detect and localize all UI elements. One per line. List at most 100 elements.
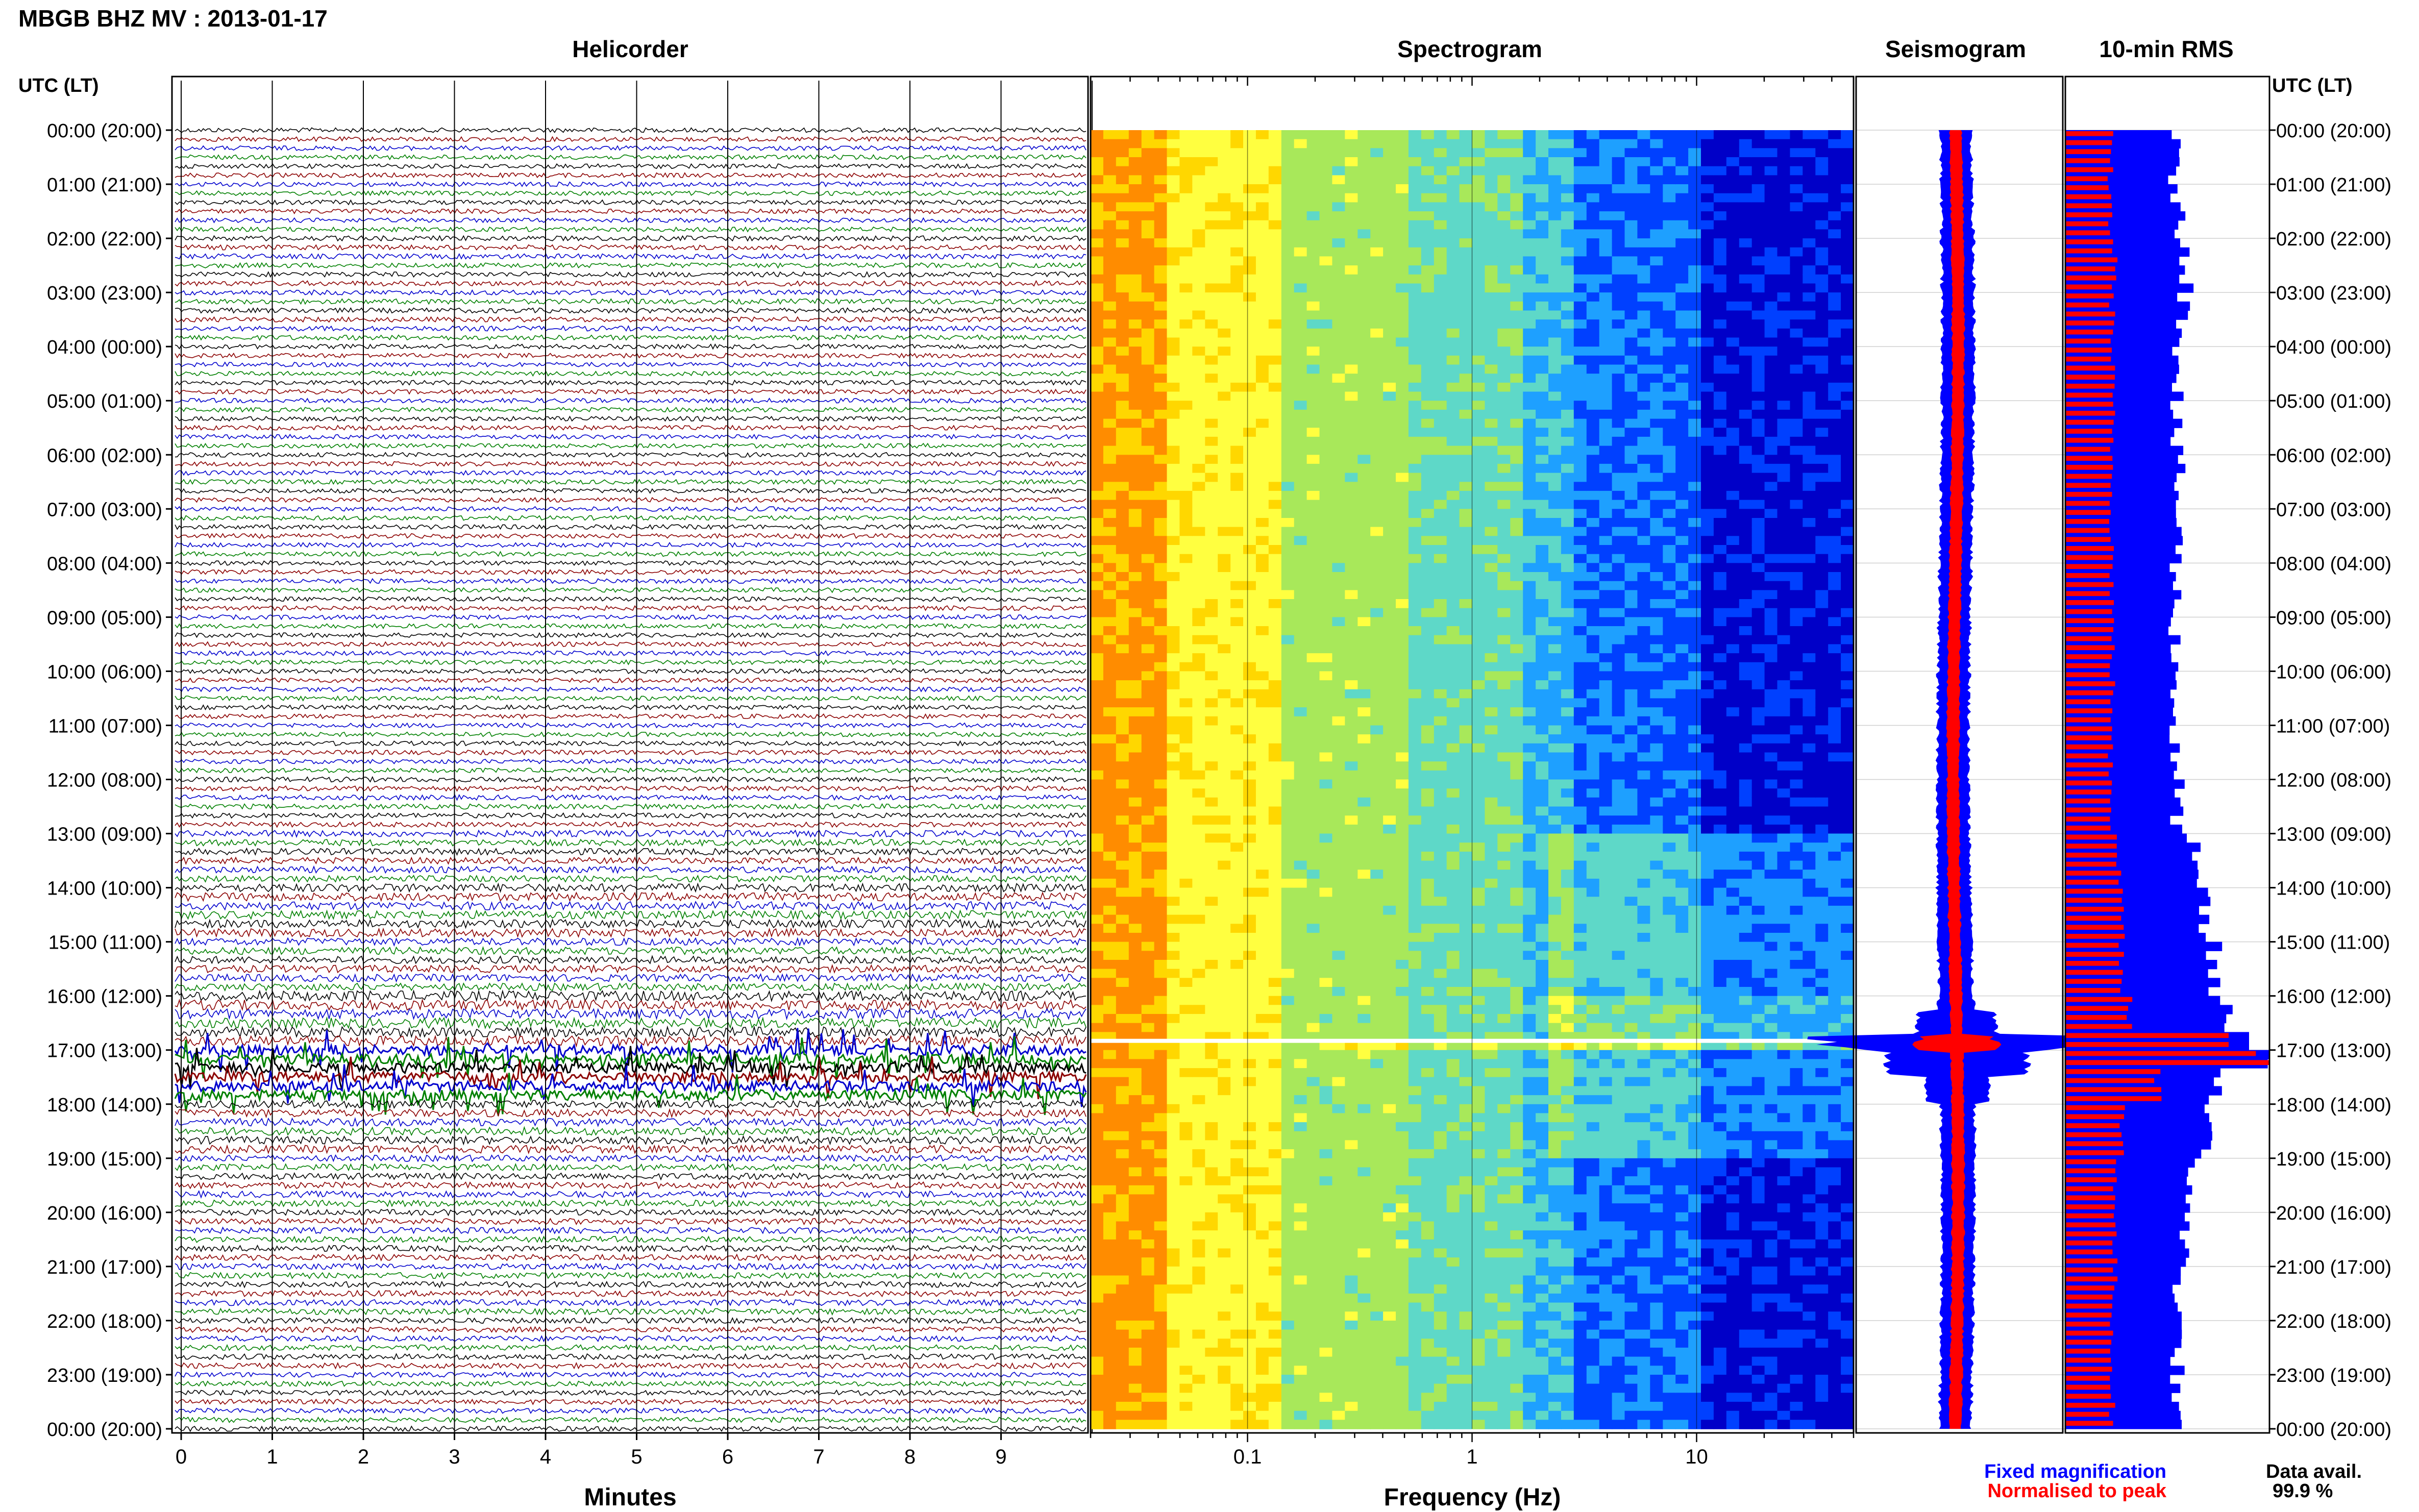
spectrogram-cell [1091,337,1104,347]
spectrogram-cell [1167,1131,1180,1141]
spectrogram-cell [1434,599,1447,609]
spectrogram-cell [1205,1086,1218,1096]
spectrogram-cell [1446,1095,1460,1105]
spectrogram-cell [1319,193,1333,203]
spectrogram-cell [1192,509,1205,518]
spectrogram-cell [1091,346,1104,356]
spectrogram-cell [1281,1402,1295,1411]
spectrogram-cell [1116,374,1129,383]
spectrogram-cell [1459,1167,1473,1177]
spectrogram-cell [1497,409,1511,419]
spectrogram-cell [1255,716,1269,726]
helicorder-trace [175,758,1087,765]
spectrogram-cell [1306,428,1320,437]
spectrogram-cell [1370,1095,1384,1105]
spectrogram-cell [1294,842,1307,852]
spectrogram-cell [1243,1113,1256,1123]
spectrogram-cell [1459,572,1473,582]
spectrogram-cell [1141,1095,1155,1105]
spectrogram-cell [1497,897,1511,906]
spectrogram-cell [1268,914,1282,925]
spectrogram-cell [1294,572,1307,582]
spectrogram-cell [1128,770,1142,780]
spectrogram-cell [1345,897,1358,906]
spectrogram-cell [1306,1194,1320,1204]
spectrogram-cell [1192,743,1205,753]
spectrogram-cell [1383,401,1396,410]
spectrogram-cell [1294,545,1307,555]
spectrogram-cell [1434,157,1447,167]
spectrogram-cell [1281,1176,1295,1186]
spectrogram-cell [1396,698,1409,708]
spectrogram-cell [1141,996,1155,1006]
spectrogram-cell [1446,527,1460,537]
spectrogram-cell [1497,157,1511,167]
spectrogram-cell [1408,1176,1422,1186]
spectrogram-cell [1306,1113,1320,1123]
spectrogram-cell [1434,725,1447,735]
spectrogram-cell [1408,1095,1422,1105]
spectrogram-cell [1116,139,1129,149]
spectrogram-cell [1116,608,1129,618]
spectrogram-cell [1268,265,1282,275]
spectrogram-cell [1268,193,1282,203]
spectrogram-cell [1510,310,1523,320]
helicorder-trace [175,1244,1087,1253]
spectrogram-cell [1472,175,1486,185]
spectrogram-cell [1128,590,1142,600]
spectrogram-cell [1497,1383,1511,1394]
spectrogram-cell [1128,671,1142,681]
spectrogram-cell [1408,887,1422,898]
spectrogram-cell [1446,626,1460,636]
spectrogram-cell [1434,1131,1447,1141]
spectrogram-cell [1154,500,1168,510]
spectrogram-cell [1218,689,1231,699]
spectrogram-cell [1421,1302,1435,1312]
spectrogram-cell [1383,247,1396,257]
spectrogram-cell [1459,328,1473,338]
spectrogram-cell [1345,229,1358,239]
spectrogram-cell [1218,428,1231,437]
spectrogram-cell [1091,1068,1104,1078]
spectrogram-cell [1485,301,1498,311]
spectrogram-cell [1281,1041,1295,1051]
spectrogram-cell [1243,428,1256,437]
spectrogram-cell [1218,401,1231,410]
spectrogram-cell [1192,355,1205,365]
spectrogram-cell [1192,1104,1205,1114]
spectrogram-cell [1192,806,1205,816]
spectrogram-cell [1345,1104,1358,1114]
spectrogram-cell [1306,328,1320,338]
spectrogram-cell [1128,680,1142,690]
spectrogram-cell [1446,148,1460,158]
helicorder-trace [175,803,1087,810]
spectrogram-cell [1370,1212,1384,1222]
helicorder-trace [175,425,1087,431]
spectrogram-cell [1421,1347,1435,1357]
spectrogram-cell [1218,418,1231,429]
spectrogram-cell [1230,1158,1244,1168]
spectrogram-cell [1281,969,1295,979]
spectrogram-cell [1192,238,1205,248]
spectrogram-cell [1459,418,1473,429]
helicorder-trace [175,1208,1087,1217]
spectrogram-cell [1472,1095,1486,1105]
spectrogram-cell [1357,1086,1371,1096]
spectrogram-cell [1103,897,1117,906]
spectrogram-cell [1446,482,1460,491]
spectrogram-cell [1205,653,1218,663]
spectrogram-cell [1472,1158,1486,1168]
spectrogram-cell [1294,1131,1307,1141]
spectrogram-cell [1408,1212,1422,1222]
spectrogram-cell [1103,1077,1117,1087]
spectrogram-cell [1408,969,1422,979]
spectrogram-cell [1294,1059,1307,1069]
spectrogram-cell [1357,933,1371,943]
spectrogram-cell [1485,1149,1498,1159]
spectrogram-cell [1485,1131,1498,1141]
spectrogram-cell [1396,779,1409,789]
spectrogram-cell [1510,455,1523,464]
spectrogram-cell [1421,1275,1435,1285]
helicorder-trace [175,1144,1087,1154]
spectrogram-cell [1357,545,1371,555]
